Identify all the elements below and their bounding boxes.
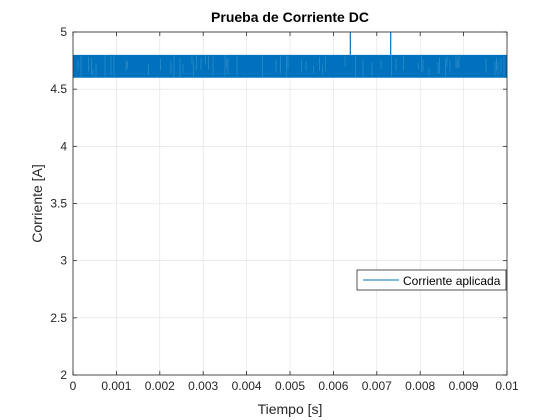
x-tick-label: 0.004	[232, 379, 262, 393]
legend: Corriente aplicada	[356, 269, 507, 291]
chart-title: Prueba de Corriente DC	[211, 9, 369, 25]
series-layer	[73, 32, 507, 78]
x-tick-label: 0.006	[318, 379, 348, 393]
x-tick-label: 0.008	[405, 379, 435, 393]
y-ticks: 2 2.5 3 3.5 4 4.5 5	[50, 25, 507, 382]
x-tick-label: 0.007	[362, 379, 392, 393]
y-tick-label: 3	[60, 254, 67, 268]
y-tick-label: 4	[60, 139, 67, 153]
x-tick-label: 0.01	[495, 379, 519, 393]
legend-label: Corriente aplicada	[403, 274, 501, 288]
x-tick-label: 0	[70, 379, 77, 393]
y-tick-label: 2	[60, 368, 67, 382]
y-tick-label: 2.5	[50, 311, 67, 325]
legend-box	[356, 269, 507, 291]
y-tick-label: 3.5	[50, 197, 67, 211]
x-tick-label: 0.001	[101, 379, 131, 393]
x-tick-label: 0.009	[449, 379, 479, 393]
y-tick-label: 4.5	[50, 82, 67, 96]
x-axis-label: Tiempo [s]	[258, 401, 323, 417]
x-ticks: 0 0.001 0.002 0.003 0.004 0.005 0.006 0.007 0.00…	[70, 32, 519, 393]
series-band	[73, 54, 507, 78]
x-tick-label: 0.002	[145, 379, 175, 393]
y-axis-label: Corriente [A]	[29, 164, 45, 243]
x-tick-label: 0.003	[188, 379, 218, 393]
y-tick-label: 5	[60, 25, 67, 39]
x-tick-label: 0.005	[275, 379, 305, 393]
